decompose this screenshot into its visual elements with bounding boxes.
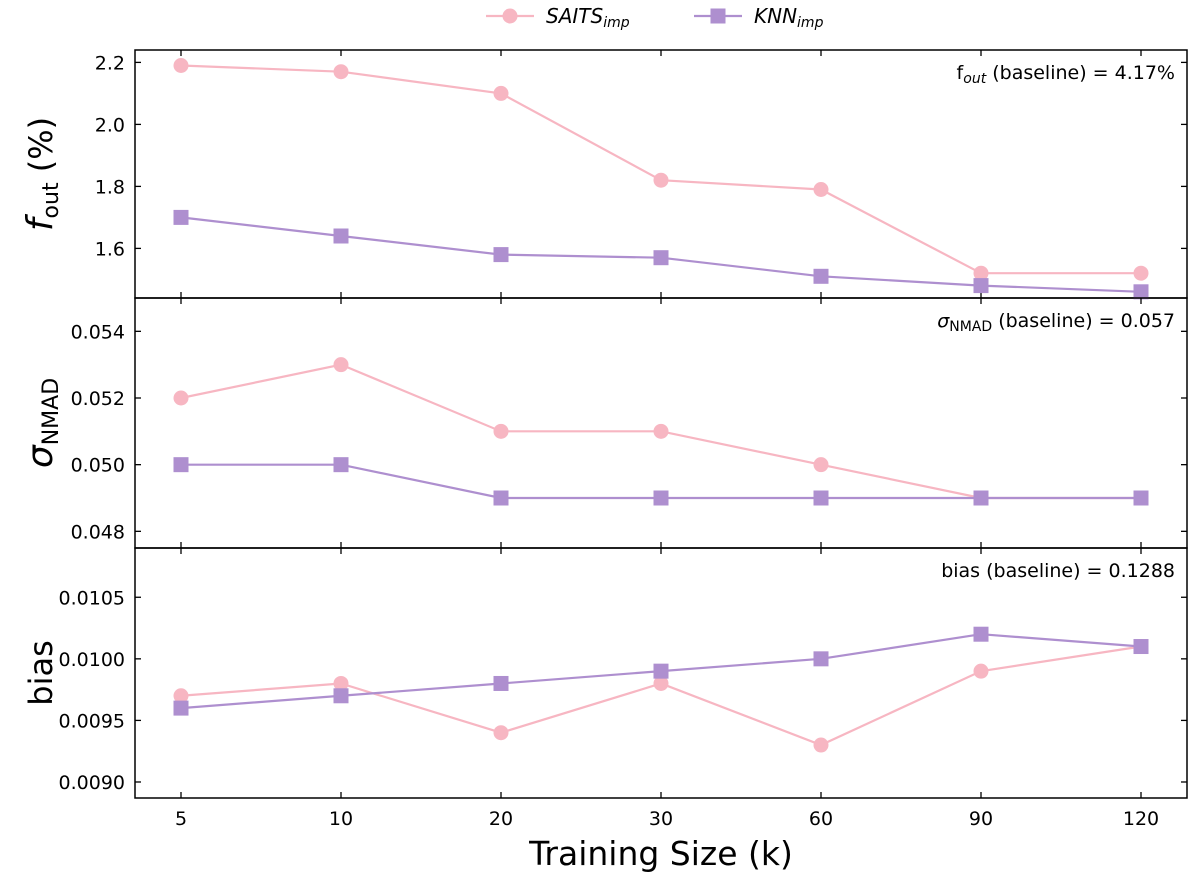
panel-middle: 0.048 0.050 0.052 0.054 σNMAD (baseline) = 0… bbox=[20, 297, 1188, 549]
point-knn bbox=[173, 457, 189, 473]
legend-marker-circle bbox=[502, 8, 518, 24]
point-saits bbox=[653, 423, 669, 439]
point-saits bbox=[173, 688, 189, 704]
y-tick-label-middle: 0.050 bbox=[71, 455, 125, 477]
y-tick-label-bottom: 0.0095 bbox=[59, 710, 125, 732]
baseline-annotation-bottom: bias (baseline) = 0.1288 bbox=[941, 560, 1175, 582]
x-tick-label: 60 bbox=[809, 808, 833, 830]
point-saits bbox=[173, 58, 189, 73]
y-tick-label-bottom: 0.0090 bbox=[59, 772, 125, 794]
point-knn bbox=[173, 209, 189, 225]
y-axis-label-top: fout (%) bbox=[20, 117, 64, 231]
panel-bottom: 0.0090 0.0095 0.0100 0.0105 5 10 20 30 60 90 120 bi… bbox=[22, 547, 1188, 830]
point-saits bbox=[973, 265, 989, 281]
point-knn bbox=[973, 490, 989, 506]
point-knn bbox=[1133, 490, 1149, 506]
legend-entry-knn: KNNimp bbox=[694, 4, 824, 31]
x-tick-label: 10 bbox=[329, 808, 353, 830]
x-tick-label: 5 bbox=[175, 808, 187, 830]
point-saits bbox=[493, 423, 509, 439]
series-line-saits bbox=[180, 64, 1141, 275]
point-knn bbox=[653, 490, 669, 506]
point-knn bbox=[493, 675, 509, 691]
point-saits bbox=[493, 725, 509, 741]
legend-marker-square bbox=[710, 8, 726, 24]
point-knn bbox=[813, 490, 829, 506]
y-tick-label-bottom: 0.0105 bbox=[59, 587, 125, 609]
point-knn bbox=[653, 250, 669, 266]
point-saits bbox=[973, 663, 989, 679]
x-tick-label: 20 bbox=[489, 808, 513, 830]
y-tick-label-top: 2.0 bbox=[95, 114, 125, 136]
point-knn bbox=[333, 688, 349, 704]
point-saits bbox=[653, 172, 669, 188]
legend: SAITSimp KNNimp bbox=[486, 4, 824, 31]
point-saits bbox=[173, 390, 189, 406]
y-tick-label-middle: 0.054 bbox=[71, 321, 125, 343]
point-saits bbox=[493, 85, 509, 101]
panel-top: 1.6 1.8 2.0 2.2 fout (baseline) = 4.17% fout … bbox=[20, 49, 1188, 300]
point-knn bbox=[973, 278, 989, 294]
point-saits bbox=[333, 64, 349, 80]
y-axis-label-middle: σNMAD bbox=[20, 378, 64, 468]
point-knn bbox=[493, 247, 509, 263]
y-tick-label-bottom: 0.0100 bbox=[59, 649, 125, 671]
point-knn bbox=[973, 626, 989, 642]
legend-entry-saits: SAITSimp bbox=[486, 4, 630, 31]
point-knn bbox=[1133, 284, 1149, 300]
legend-label: SAITSimp bbox=[546, 4, 630, 31]
point-knn bbox=[813, 651, 829, 667]
point-saits bbox=[1133, 265, 1149, 281]
x-tick-label: 30 bbox=[649, 808, 673, 830]
y-tick-label-middle: 0.052 bbox=[71, 388, 125, 410]
series-line-saits bbox=[180, 645, 1142, 747]
point-knn bbox=[493, 490, 509, 506]
point-knn bbox=[333, 457, 349, 473]
y-tick-label-top: 2.2 bbox=[95, 52, 125, 74]
x-tick-label: 90 bbox=[969, 808, 993, 830]
point-saits bbox=[333, 675, 349, 691]
point-knn bbox=[653, 663, 669, 679]
point-saits bbox=[813, 182, 829, 197]
y-tick-label-top: 1.6 bbox=[95, 238, 125, 260]
x-axis-label: Training Size (k) bbox=[528, 834, 793, 873]
point-knn bbox=[333, 228, 349, 244]
y-tick-label-top: 1.8 bbox=[95, 176, 125, 198]
y-tick-label-middle: 0.048 bbox=[71, 521, 125, 543]
plot-frame-middle bbox=[134, 297, 1188, 549]
x-tick-label: 120 bbox=[1123, 808, 1159, 830]
legend-label: KNNimp bbox=[754, 4, 824, 31]
point-knn bbox=[813, 268, 829, 284]
point-saits bbox=[813, 737, 829, 753]
baseline-annotation-top: fout (baseline) = 4.17% bbox=[957, 62, 1175, 87]
point-saits bbox=[653, 675, 669, 691]
point-saits bbox=[333, 357, 349, 373]
baseline-annotation-middle: σNMAD (baseline) = 0.057 bbox=[937, 310, 1175, 335]
point-knn bbox=[1133, 639, 1149, 655]
point-knn bbox=[173, 700, 189, 716]
point-saits bbox=[813, 457, 829, 473]
y-axis-label-bottom: bias bbox=[22, 640, 60, 705]
